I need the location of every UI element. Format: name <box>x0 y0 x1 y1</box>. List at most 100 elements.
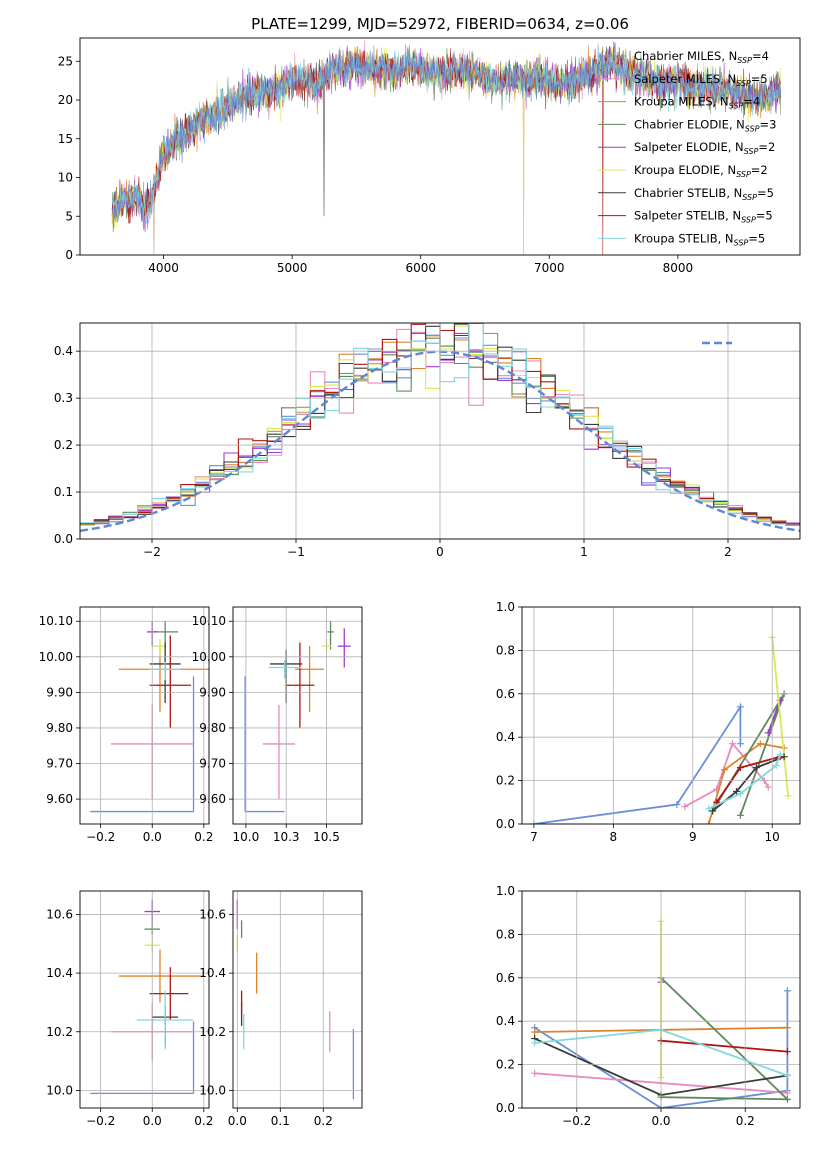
legend-n-value: =2 <box>758 140 775 154</box>
x-tick-label: 7000 <box>534 261 565 275</box>
spectrum-line-0 <box>111 41 781 231</box>
figure-title: PLATE=1299, MJD=52972, FIBERID=0634, z=0… <box>251 15 629 33</box>
errorbar-point-2 <box>118 949 204 1003</box>
legend-n-prefix: , N <box>725 209 741 223</box>
y-tick-label: 9.60 <box>199 792 226 806</box>
axes-frame <box>79 606 210 825</box>
y-tick-label: 0.3 <box>54 391 73 405</box>
legend-n-subscript: SSP <box>745 124 760 133</box>
x-tick-label: 0.0 <box>228 1114 247 1128</box>
legend-n-value: =2 <box>751 163 768 177</box>
y-tick-label: 0.1 <box>54 485 73 499</box>
legend-label: Kroupa MILES, NSSP=4 <box>634 95 760 111</box>
errorbar-point-0 <box>244 676 285 813</box>
legend-n-prefix: , N <box>713 95 729 109</box>
weight-marker <box>732 787 740 795</box>
legend-name: Chabrier ELODIE <box>634 117 729 131</box>
y-tick-label: 10.00 <box>39 650 73 664</box>
legend-label: Salpeter MILES, NSSP=5 <box>634 72 768 88</box>
y-tick-label: 0.6 <box>496 687 515 701</box>
errorbar-point-8 <box>136 990 194 1050</box>
x-tick-label: 0.0 <box>651 1114 670 1128</box>
x-tick-label: 5000 <box>277 261 308 275</box>
x-tick-label: 0.2 <box>314 1114 333 1128</box>
weight-marker <box>705 820 713 824</box>
legend-n-prefix: , N <box>720 163 736 177</box>
y-tick-label: 9.60 <box>46 792 73 806</box>
errorbar-point-7 <box>149 635 191 728</box>
chart-spectrum: 4000 5000 6000 7000 8000 0 5 10 15 20 25 Chabrier M… <box>58 37 801 275</box>
legend-n-value: =5 <box>751 72 768 86</box>
x-tick-label: 2 <box>724 545 732 559</box>
chart-age_vs_mass: 10.0 10.3 10.5 9.60 9.70 9.80 9.90 10.00 10.10 <box>192 606 363 844</box>
weight-marker <box>709 807 717 815</box>
legend-name: Chabrier MILES <box>634 49 721 63</box>
weight-marker <box>752 764 760 772</box>
legend-name: Kroupa ELODIE <box>634 163 720 177</box>
errorbar-point-0 <box>90 1021 195 1094</box>
y-tick-label: 9.80 <box>199 721 226 735</box>
legend-name: Salpeter STELIB <box>634 209 725 223</box>
errorbar-point-5 <box>152 639 166 657</box>
y-tick-label: 1.0 <box>496 884 515 898</box>
legend-name: Salpeter MILES <box>634 72 720 86</box>
legend-name: Salpeter ELODIE <box>634 140 728 154</box>
y-tick-label: 10.10 <box>39 614 73 628</box>
y-tick-label: 1.0 <box>496 600 515 614</box>
weight-marker <box>531 1039 539 1047</box>
x-tick-label: 7 <box>530 830 538 844</box>
y-tick-label: 9.80 <box>46 721 73 735</box>
x-tick-label: 0.2 <box>194 830 213 844</box>
x-tick-label: 0.0 <box>143 830 162 844</box>
legend-label: Kroupa ELODIE, NSSP=2 <box>634 163 768 179</box>
y-tick-label: 10.6 <box>199 907 226 921</box>
x-tick-label: −0.2 <box>562 1114 591 1128</box>
legend-n-value: =4 <box>743 95 760 109</box>
weight-line-7 <box>660 1039 788 1053</box>
chart-weight_vs_Z: −0.2 0.0 0.2 0.0 0.2 0.4 0.6 0.8 1.0 <box>496 884 801 1128</box>
legend-n-value: =5 <box>757 186 774 200</box>
axes-frame <box>521 606 801 825</box>
weight-line-4 <box>767 699 781 734</box>
legend-n-subscript: SSP <box>729 102 744 111</box>
legend-n-subscript: SSP <box>737 56 752 65</box>
errorbar-point-7 <box>149 967 189 1021</box>
legend-n-prefix: , N <box>718 231 734 245</box>
legend-label: Salpeter ELODIE, NSSP=2 <box>634 140 775 156</box>
errorbar-point-1 <box>262 704 296 800</box>
legend-n-subscript: SSP <box>744 147 759 156</box>
axes-frame <box>232 606 363 825</box>
weight-marker <box>783 987 791 995</box>
legend-n-prefix: , N <box>728 140 744 154</box>
plot-area <box>111 40 781 255</box>
legend-label: Kroupa STELIB, NSSP=5 <box>634 231 765 247</box>
y-tick-label: 9.90 <box>199 685 226 699</box>
legend-label: Chabrier STELIB, NSSP=5 <box>634 186 774 202</box>
weight-marker <box>705 805 713 813</box>
weight-line-0 <box>534 990 789 1108</box>
x-tick-label: 10 <box>765 830 780 844</box>
weight-line-8 <box>708 754 781 810</box>
weight-marker <box>776 751 784 759</box>
y-tick-label: 10.2 <box>46 1025 73 1039</box>
axes-frame <box>79 37 801 256</box>
weight-marker <box>531 1028 539 1036</box>
legend-label: Salpeter STELIB, NSSP=5 <box>634 209 773 225</box>
weight-marker <box>736 764 744 772</box>
weight-marker <box>783 1071 791 1079</box>
y-tick-label: 0.6 <box>496 971 515 985</box>
y-tick-label: 10 <box>58 171 73 185</box>
plot-area <box>90 899 204 1094</box>
x-tick-label: 6000 <box>405 261 436 275</box>
y-tick-label: 15 <box>58 132 73 146</box>
weight-marker <box>764 783 772 791</box>
x-tick-label: 10.0 <box>233 830 260 844</box>
axes-frame <box>79 322 801 540</box>
legend-label: Chabrier ELODIE, NSSP=3 <box>634 117 776 133</box>
weight-line-3 <box>711 693 785 816</box>
y-tick-label: 9.70 <box>199 757 226 771</box>
legend-n-value: =5 <box>748 231 765 245</box>
y-tick-label: 0.0 <box>496 817 515 831</box>
weight-marker <box>736 811 744 819</box>
